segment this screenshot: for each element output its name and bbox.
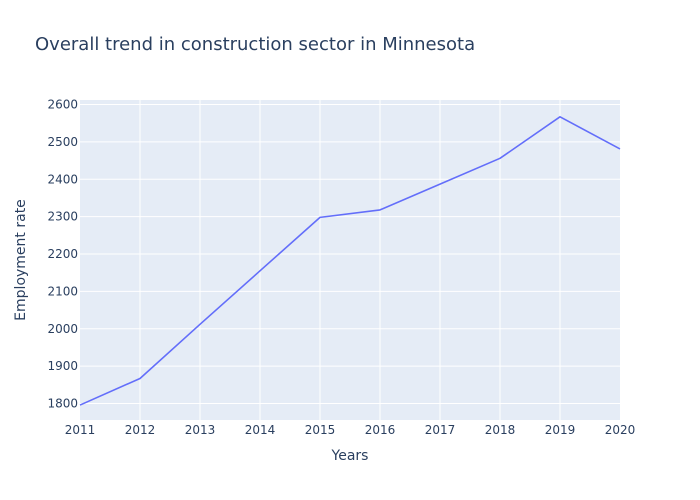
x-tick-label: 2018 xyxy=(485,423,516,437)
y-axis-title: Employment rate xyxy=(13,199,29,321)
y-tick-label: 2100 xyxy=(47,284,78,298)
x-tick-label: 2014 xyxy=(245,423,276,437)
x-tick-label: 2016 xyxy=(365,423,396,437)
x-tick-label: 2015 xyxy=(305,423,336,437)
x-tick-label: 2020 xyxy=(605,423,636,437)
plot-area xyxy=(80,100,620,420)
series-line xyxy=(79,116,621,406)
chart-title: Overall trend in construction sector in … xyxy=(35,34,475,55)
x-tick-label: 2011 xyxy=(65,423,96,437)
y-tick-label: 2200 xyxy=(47,247,78,261)
y-tick-label: 2400 xyxy=(47,172,78,186)
y-tick-label: 1800 xyxy=(47,397,78,411)
x-tick-label: 2012 xyxy=(125,423,156,437)
y-tick-label: 2600 xyxy=(47,97,78,111)
series-points xyxy=(79,116,621,406)
x-tick-label: 2013 xyxy=(185,423,216,437)
y-tick-label: 2500 xyxy=(47,135,78,149)
x-tick-label: 2019 xyxy=(545,423,576,437)
axis-ticks: 2011 2012 2013 2014 2015 2016 2017 2018 2019 2020… xyxy=(47,97,635,437)
y-tick-label: 2000 xyxy=(47,322,78,336)
y-tick-label: 2300 xyxy=(47,210,78,224)
y-tick-label: 1900 xyxy=(47,359,78,373)
gridlines xyxy=(80,100,620,420)
x-tick-label: 2017 xyxy=(425,423,456,437)
x-axis-title: Years xyxy=(331,448,369,464)
